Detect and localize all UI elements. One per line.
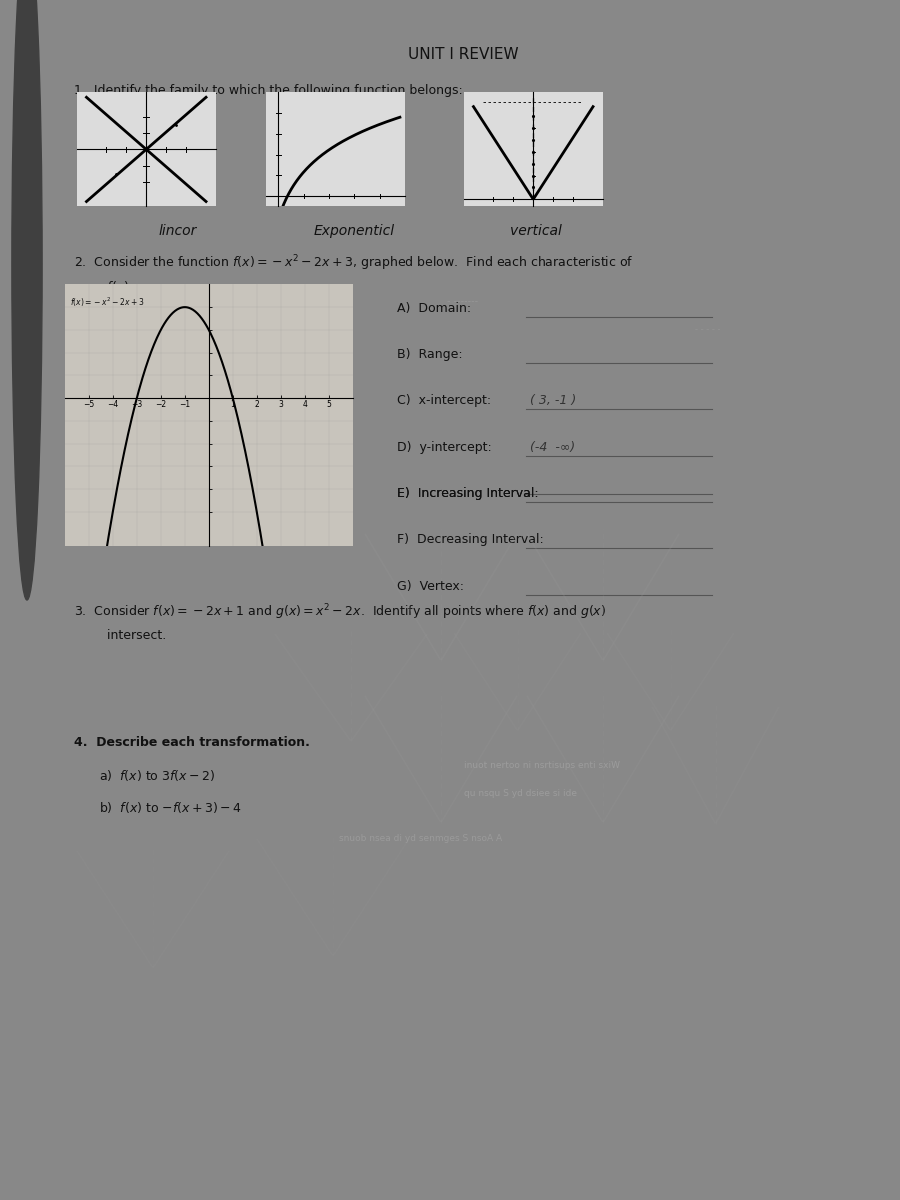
Text: 4.  Describe each transformation.: 4. Describe each transformation. bbox=[75, 736, 310, 749]
Text: qu nsqu S yd dsiee si ide: qu nsqu S yd dsiee si ide bbox=[464, 790, 577, 798]
Text: G)  Vertex:: G) Vertex: bbox=[397, 580, 464, 593]
Text: 1.  Identify the family to which the following function belongs:: 1. Identify the family to which the foll… bbox=[75, 84, 464, 97]
Text: vertical: vertical bbox=[510, 224, 562, 238]
Text: ( 3, -1 ): ( 3, -1 ) bbox=[530, 395, 576, 407]
Text: C)  x-intercept:: C) x-intercept: bbox=[397, 395, 491, 407]
Text: 3.  Consider $f(x) = -2x + 1$ and $g(x) = x^2 - 2x$.  Identify all points where : 3. Consider $f(x) = -2x + 1$ and $g(x) =… bbox=[75, 602, 607, 623]
Text: $f(x)=-x^2-2x+3$: $f(x)=-x^2-2x+3$ bbox=[69, 295, 144, 310]
Text: snuob nsea di yd senmges S nsoA A: snuob nsea di yd senmges S nsoA A bbox=[339, 834, 502, 844]
Text: 2.  Consider the function $f(x) = -x^2 - 2x + 3$, graphed below.  Find each char: 2. Consider the function $f(x) = -x^2 - … bbox=[75, 253, 634, 272]
Text: B)  Range:: B) Range: bbox=[397, 348, 463, 361]
Text: b)  $f(x)$ to $-f(x + 3) - 4$: b) $f(x)$ to $-f(x + 3) - 4$ bbox=[99, 799, 242, 815]
Text: $f(x)$.: $f(x)$. bbox=[91, 278, 133, 294]
Text: F)  Decreasing Interval:: F) Decreasing Interval: bbox=[397, 533, 544, 546]
Text: UNIT I REVIEW: UNIT I REVIEW bbox=[409, 47, 518, 62]
Text: - -------: - ------- bbox=[447, 296, 478, 306]
Text: (-4  -∞): (-4 -∞) bbox=[530, 440, 575, 454]
Text: - - - - -: - - - - - bbox=[696, 325, 721, 334]
Text: D)  y-intercept:: D) y-intercept: bbox=[397, 440, 492, 454]
Text: Exponenticl: Exponenticl bbox=[313, 224, 395, 238]
Circle shape bbox=[12, 0, 42, 600]
Text: intersect.: intersect. bbox=[91, 630, 166, 642]
Text: inuot nertoo ni nsrtisups enti sxiW: inuot nertoo ni nsrtisups enti sxiW bbox=[464, 762, 619, 770]
Text: E)  Increasing Interval:: E) Increasing Interval: bbox=[397, 487, 539, 500]
Text: a)  $f(x)$ to $3f(x - 2)$: a) $f(x)$ to $3f(x - 2)$ bbox=[99, 768, 215, 784]
Text: E)  Increasing Interval:: E) Increasing Interval: bbox=[397, 487, 539, 500]
Text: lincor: lincor bbox=[158, 224, 197, 238]
Text: A)  Domain:: A) Domain: bbox=[397, 301, 472, 314]
